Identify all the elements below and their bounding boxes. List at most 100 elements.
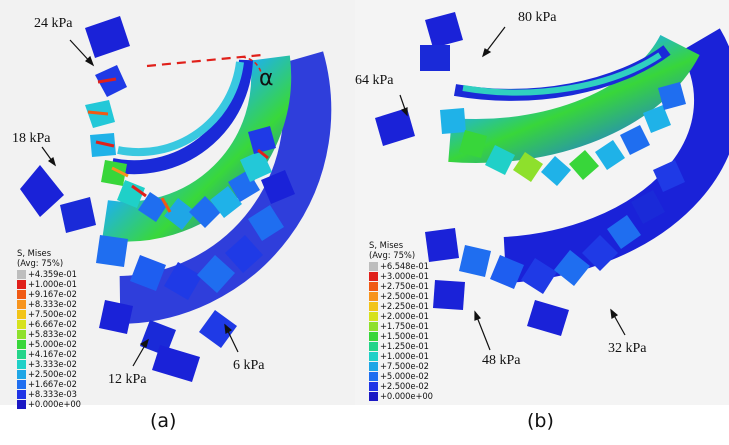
legend-row: +1.000e-01 [17, 279, 77, 289]
legend-row: +7.500e-02 [17, 309, 77, 319]
annotation-48kpa: 48 kPa [482, 353, 521, 368]
legend-value: +8.333e-02 [28, 299, 77, 309]
annotation-arrows-a [41, 39, 239, 367]
legend-value: +9.167e-02 [28, 289, 77, 299]
legend-row: +5.000e-02 [369, 371, 429, 381]
legend-row: +4.167e-02 [17, 349, 77, 359]
legend-swatch [17, 370, 26, 379]
legend-value: +2.750e-01 [380, 281, 429, 291]
actuator-inner-highlight [117, 61, 244, 157]
legend-row: +8.333e-03 [17, 389, 77, 399]
color-legend-a: S, Mises (Avg: 75%) +4.359e-01 +1.000e-01… [17, 248, 81, 409]
figure-panel-b: 80 kPa 64 kPa 48 kPa 32 kPa S, Mises (Av… [355, 0, 729, 405]
legend-swatch [17, 330, 26, 339]
legend-value: +5.000e-02 [380, 371, 429, 381]
legend-swatch [17, 340, 26, 349]
legend-swatch [17, 310, 26, 319]
legend-row: +6.548e-01 [369, 261, 429, 271]
legend-value: +1.500e-01 [380, 331, 429, 341]
legend-subtitle-a: (Avg: 75%) [17, 258, 64, 268]
legend-row: +1.667e-02 [17, 379, 77, 389]
legend-value: +4.167e-02 [28, 349, 77, 359]
legend-subtitle-b: (Avg: 75%) [369, 250, 416, 260]
stress-contour-plot-a [20, 16, 332, 382]
legend-value: +5.000e-02 [28, 339, 77, 349]
legend-row: +5.000e-02 [17, 339, 77, 349]
legend-swatch [369, 372, 378, 381]
actuator-inner-highlight [462, 52, 662, 96]
legend-value: +1.667e-02 [28, 379, 77, 389]
legend-row: +5.833e-02 [17, 329, 77, 339]
legend-value: +2.500e-02 [28, 369, 77, 379]
legend-row: +6.667e-02 [17, 319, 77, 329]
stress-contour-plot-b [375, 12, 729, 351]
legend-value: +1.000e-01 [28, 279, 77, 289]
chambers-outer-rows [20, 16, 295, 382]
legend-swatch [369, 292, 378, 301]
legend-swatch [369, 392, 378, 401]
legend-value: +2.000e-01 [380, 311, 429, 321]
legend-swatch [17, 300, 26, 309]
legend-row: +2.250e-01 [369, 301, 429, 311]
caption-a: (a) [150, 410, 177, 432]
legend-row: +1.750e-01 [369, 321, 429, 331]
legend-value: +1.000e-01 [380, 351, 429, 361]
legend-row: +2.500e-02 [369, 381, 429, 391]
legend-value: +3.000e-01 [380, 271, 429, 281]
legend-swatch [17, 390, 26, 399]
legend-row: +2.000e-01 [369, 311, 429, 321]
legend-value: +5.833e-02 [28, 329, 77, 339]
legend-swatch [17, 380, 26, 389]
angle-alpha-label: α [259, 66, 274, 91]
annotation-64kpa: 64 kPa [355, 73, 394, 88]
annotation-18kpa: 18 kPa [12, 131, 51, 146]
actuator-body-outer [503, 28, 729, 283]
legend-value: +6.548e-01 [380, 261, 429, 271]
actuator-body-middle [448, 34, 700, 164]
caption-b: (b) [527, 410, 554, 432]
legend-swatch [17, 320, 26, 329]
legend-value: +6.667e-02 [28, 319, 77, 329]
legend-value: +4.359e-01 [28, 269, 77, 279]
legend-value: +7.500e-02 [28, 309, 77, 319]
annotation-24kpa: 24 kPa [34, 16, 73, 31]
legend-swatch [17, 280, 26, 289]
legend-value: +0.000e+00 [28, 399, 81, 409]
legend-swatch [369, 312, 378, 321]
legend-swatch [369, 382, 378, 391]
legend-value: +1.750e-01 [380, 321, 429, 331]
annotation-6kpa: 6 kPa [233, 358, 265, 373]
chambers-inner-row [440, 82, 686, 186]
legend-row: +0.000e+00 [17, 399, 81, 409]
angle-arc [241, 56, 263, 79]
legend-swatch [17, 360, 26, 369]
legend-row: +3.000e-01 [369, 271, 429, 281]
legend-swatch [369, 322, 378, 331]
annotation-80kpa: 80 kPa [518, 10, 557, 25]
legend-row: +4.359e-01 [17, 269, 77, 279]
legend-swatch [17, 400, 26, 409]
legend-row: +9.167e-02 [17, 289, 77, 299]
legend-swatch [369, 362, 378, 371]
legend-swatch [369, 352, 378, 361]
legend-title-b: S, Mises [369, 240, 404, 250]
legend-row: +3.333e-02 [17, 359, 77, 369]
legend-row: +2.500e-01 [369, 291, 429, 301]
legend-row: +1.500e-01 [369, 331, 429, 341]
legend-value: +3.333e-02 [28, 359, 77, 369]
legend-title-a: S, Mises [17, 248, 52, 258]
legend-row: +1.250e-01 [369, 341, 429, 351]
color-legend-b: S, Mises (Avg: 75%) +6.548e-01 +3.000e-01… [369, 240, 433, 401]
chambers-inner-row [85, 65, 276, 230]
legend-value: +0.000e+00 [380, 391, 433, 401]
legend-row: +2.500e-02 [17, 369, 77, 379]
chambers-outer-rows [375, 12, 685, 336]
annotation-arrows-b [399, 26, 626, 351]
legend-swatch [369, 282, 378, 291]
legend-row: +1.000e-01 [369, 351, 429, 361]
actuator-body-inner [110, 59, 253, 175]
legend-swatch [369, 272, 378, 281]
legend-row: +0.000e+00 [369, 391, 433, 401]
legend-swatch [369, 332, 378, 341]
legend-value: +2.500e-02 [380, 381, 429, 391]
